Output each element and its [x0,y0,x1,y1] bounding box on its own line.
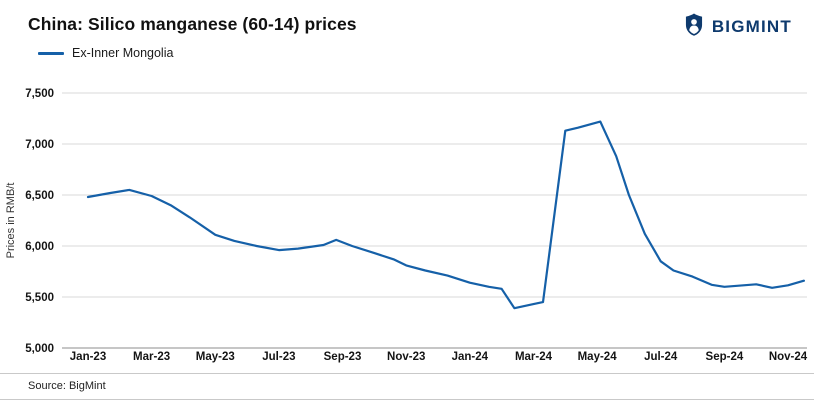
svg-text:Prices in RMB/t: Prices in RMB/t [5,183,17,259]
svg-text:Nov-23: Nov-23 [387,351,425,363]
svg-text:Mar-23: Mar-23 [133,351,170,363]
svg-text:Sep-23: Sep-23 [324,351,362,363]
person-shield-icon [683,12,705,42]
svg-text:6,500: 6,500 [25,190,54,202]
svg-text:5,500: 5,500 [25,292,54,304]
svg-text:5,000: 5,000 [25,343,54,355]
legend-label: Ex-Inner Mongolia [72,46,174,60]
svg-text:May-24: May-24 [578,351,618,363]
legend-line-swatch [38,51,64,55]
footer-top-rule [0,373,814,374]
legend: Ex-Inner Mongolia [38,46,173,60]
chart-header: China: Silico manganese (60-14) prices E… [0,0,814,70]
brand-name: BIGMINT [711,17,792,36]
price-line-chart: 5,000 5,500 6,000 6,500 7,000 7,500 Jan-23 Mar-… [5,88,808,363]
svg-text:7,000: 7,000 [25,139,54,151]
brand-logo: BIGMINT [683,12,792,42]
footer: Source: BigMint [0,373,814,400]
svg-text:Jul-23: Jul-23 [262,351,295,363]
svg-text:Mar-24: Mar-24 [515,351,553,363]
svg-text:Jan-23: Jan-23 [70,351,106,363]
chart-area: 5,000 5,500 6,000 6,500 7,000 7,500 Jan-23 Mar-… [0,70,814,365]
source-text: Source: BigMint [28,380,106,392]
svg-text:Jul-24: Jul-24 [644,351,678,363]
svg-text:May-23: May-23 [196,351,235,363]
chart-title: China: Silico manganese (60-14) prices [28,14,357,34]
svg-text:Nov-24: Nov-24 [769,351,808,363]
svg-text:6,000: 6,000 [25,241,54,253]
svg-text:Jan-24: Jan-24 [452,351,489,363]
svg-text:Sep-24: Sep-24 [706,351,744,363]
svg-text:7,500: 7,500 [25,88,54,100]
